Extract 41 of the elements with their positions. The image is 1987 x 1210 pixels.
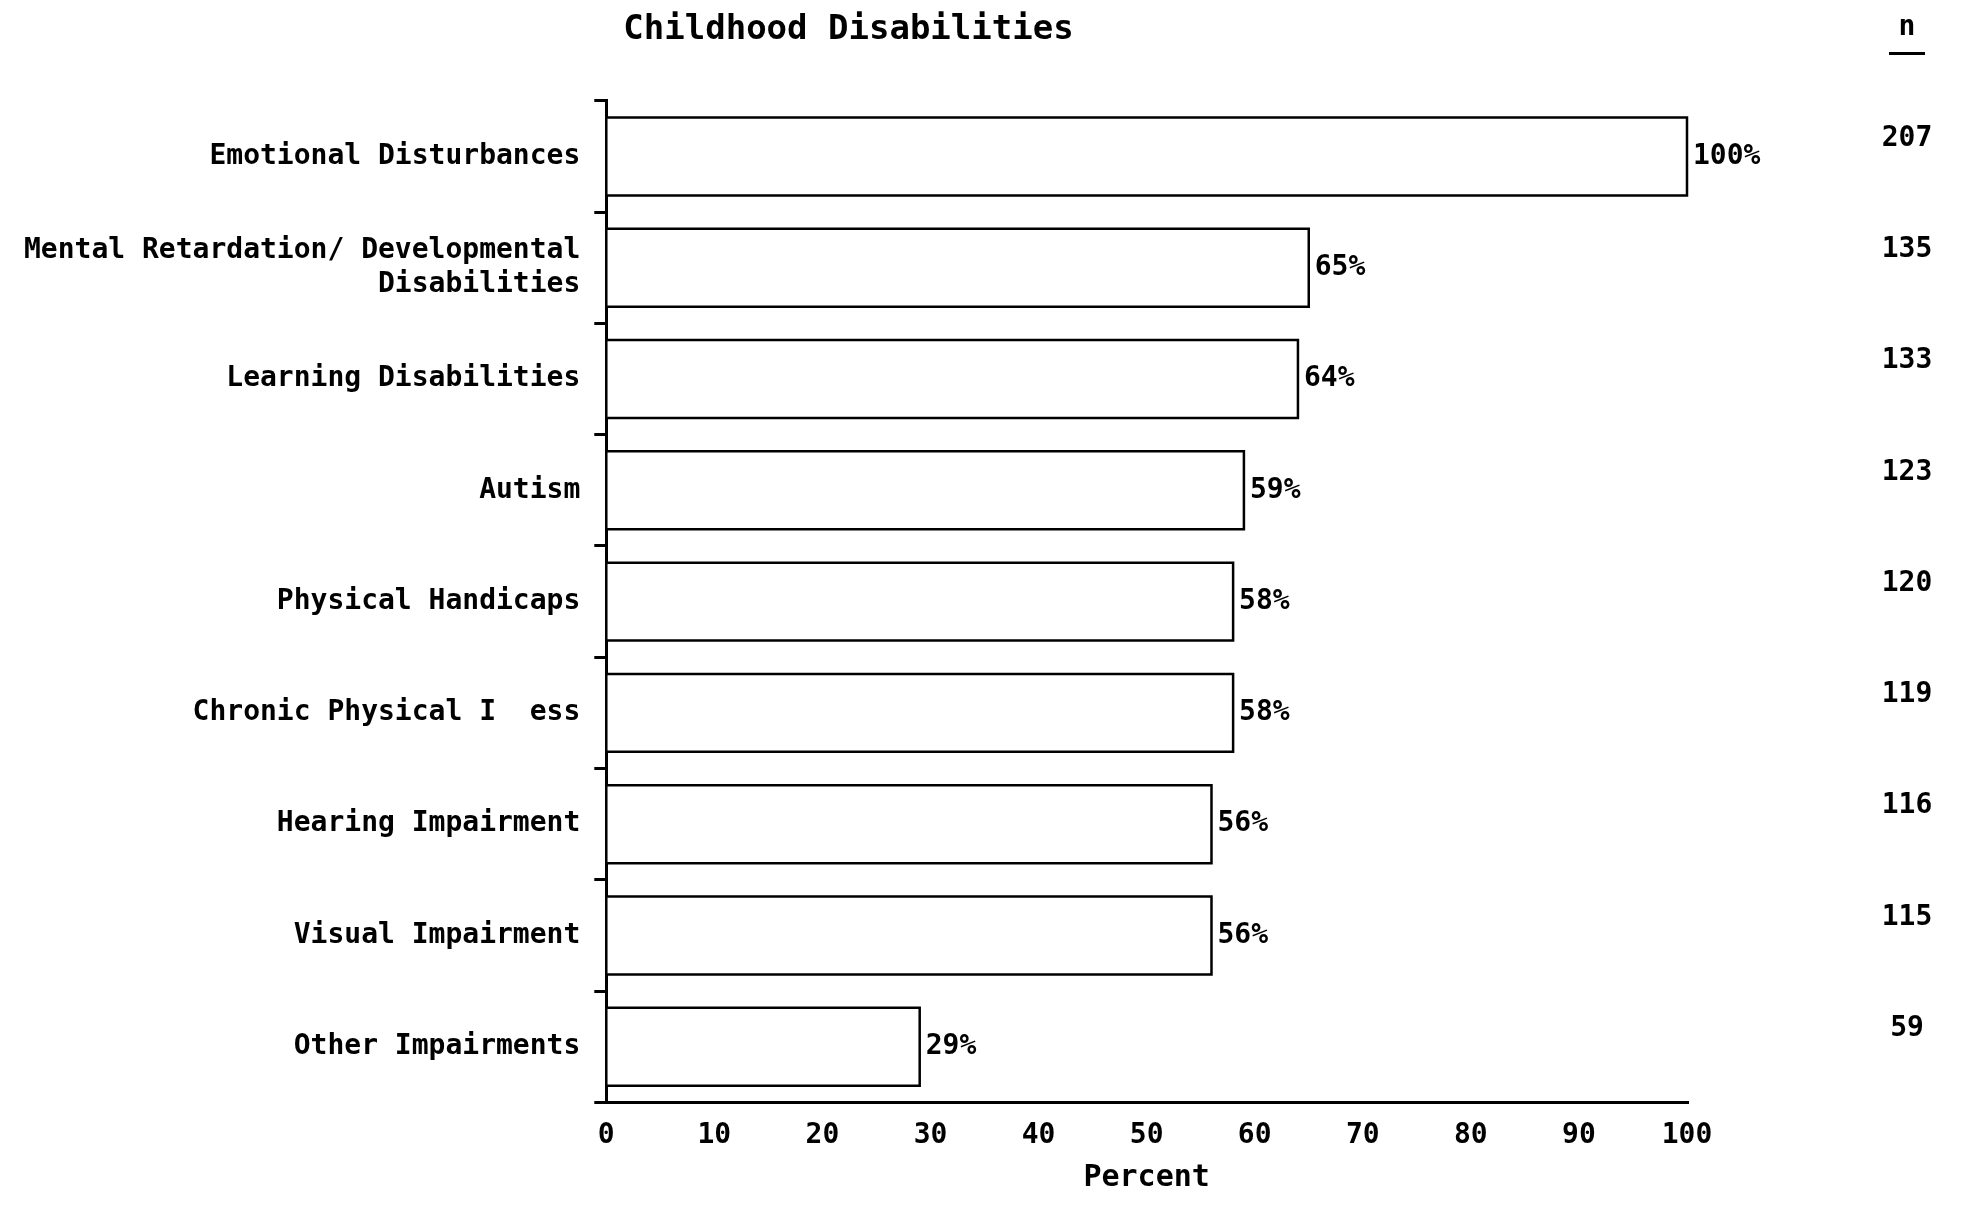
text: 120 — [1881, 564, 1933, 598]
x-axis-title: Percent — [1083, 1157, 1210, 1193]
data-label: 65% — [1314, 249, 1366, 283]
x-tick-label: 0 — [597, 1117, 615, 1151]
data-label: 64% — [1303, 360, 1355, 394]
x-tick-label: 70 — [1345, 1117, 1380, 1151]
y-tick-label: Visual Impairment — [293, 916, 581, 950]
data-label: 29% — [925, 1028, 977, 1062]
y-tick-label: Physical Handicaps — [276, 582, 581, 616]
text: 115 — [1881, 898, 1933, 932]
y-tick-label: Chronic Physical I ess — [192, 694, 581, 728]
x-tick-label: 50 — [1129, 1117, 1164, 1151]
text: 119 — [1881, 676, 1933, 710]
text: 133 — [1881, 342, 1933, 376]
data-label: 100% — [1693, 137, 1761, 171]
x-tick-label: 90 — [1562, 1117, 1596, 1151]
x-tick-label: 10 — [697, 1117, 732, 1151]
data-label: 56% — [1217, 916, 1269, 950]
x-tick-label: 40 — [1021, 1117, 1056, 1151]
data-label: 58% — [1239, 582, 1290, 616]
y-tick-label: Emotional Disturbances — [209, 137, 581, 171]
y-tick-label: Autism — [479, 471, 581, 505]
data-label: 58% — [1239, 694, 1290, 728]
y-tick-label: Hearing Impairment — [276, 805, 581, 839]
x-tick-label: 30 — [913, 1117, 948, 1151]
data-label: 59% — [1249, 471, 1301, 505]
chart-title: Childhood Disabilities — [623, 7, 1074, 48]
text: 135 — [1881, 231, 1933, 265]
x-tick-label: 100 — [1661, 1117, 1713, 1151]
x-tick-label: 20 — [805, 1117, 840, 1151]
x-tick-label: 80 — [1454, 1117, 1488, 1151]
text: 116 — [1881, 787, 1933, 821]
data-label: 56% — [1217, 805, 1269, 839]
x-tick-label: 60 — [1237, 1117, 1272, 1151]
text: 123 — [1881, 453, 1933, 487]
y-tick-label: Learning Disabilities — [226, 360, 581, 394]
text: 59 — [1890, 1010, 1924, 1044]
text: n — [1898, 9, 1916, 43]
text: 207 — [1881, 119, 1933, 153]
y-tick-label: Other Impairments — [293, 1028, 581, 1062]
y-tick-label: Mental Retardation/ Developmental Disabilities — [24, 232, 581, 299]
